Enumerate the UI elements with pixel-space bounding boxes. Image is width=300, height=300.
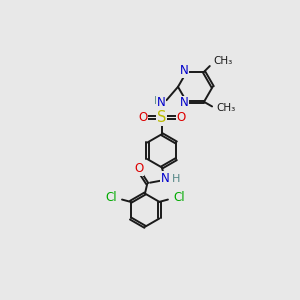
Text: H: H (172, 174, 180, 184)
Text: Cl: Cl (173, 191, 185, 204)
Text: CH₃: CH₃ (213, 56, 232, 66)
Text: N: N (180, 97, 189, 110)
Text: H: H (154, 96, 162, 106)
Text: N: N (161, 172, 170, 185)
Text: O: O (138, 111, 148, 124)
Text: O: O (176, 111, 185, 124)
Text: O: O (134, 162, 144, 175)
Text: Cl: Cl (105, 191, 117, 204)
Text: CH₃: CH₃ (217, 103, 236, 112)
Text: S: S (157, 110, 167, 125)
Text: N: N (157, 97, 166, 110)
Text: N: N (180, 64, 189, 77)
